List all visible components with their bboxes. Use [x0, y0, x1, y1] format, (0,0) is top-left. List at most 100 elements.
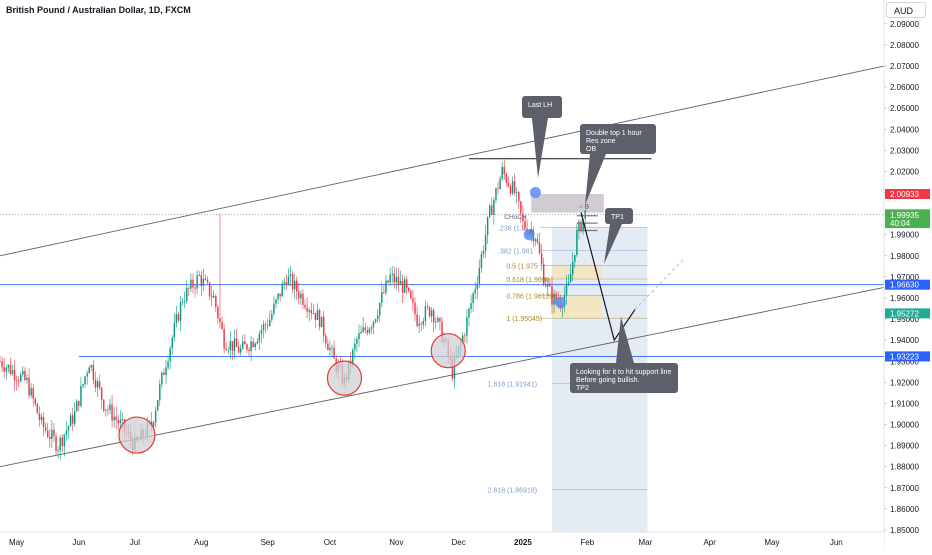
- candle-body: [395, 277, 398, 283]
- candle-body: [520, 201, 522, 214]
- y-tick-label: 1.98000: [890, 252, 919, 261]
- callout-3[interactable]: TP1: [604, 208, 633, 264]
- candle-body: [59, 437, 61, 451]
- candle-body: [354, 343, 356, 350]
- y-tick-label: 1.91000: [890, 399, 919, 408]
- callout-text: Looking for it to hit support line: [576, 369, 671, 376]
- price-badge[interactable]: 1.95272: [885, 308, 930, 319]
- candle-body: [11, 369, 14, 374]
- candle-body: [82, 383, 84, 386]
- candle-body: [256, 341, 259, 344]
- candle-body: [229, 341, 232, 350]
- candle-body: [171, 337, 173, 349]
- candle-body: [470, 303, 472, 309]
- candle-body: [173, 323, 176, 338]
- y-tick-label: 1.94000: [890, 336, 919, 345]
- candle-body: [320, 316, 323, 328]
- candle-body: [291, 274, 294, 290]
- price-badge[interactable]: 1.99935: [885, 210, 930, 221]
- candle-body: [561, 306, 564, 309]
- candle-body: [542, 264, 545, 285]
- candle-body: [32, 387, 34, 399]
- candle-body: [491, 205, 493, 215]
- candle-body: [578, 221, 580, 231]
- y-tick-label: 1.93000: [890, 357, 919, 366]
- candle-body: [202, 278, 205, 286]
- price-badge[interactable]: 2.00933: [885, 189, 930, 200]
- candle-body: [181, 301, 184, 303]
- candle-body: [213, 296, 215, 298]
- candle-body: [115, 416, 117, 420]
- candle-body: [403, 279, 406, 293]
- channel-upper-line[interactable]: [0, 65, 885, 257]
- x-tick-label: Jun: [830, 538, 843, 547]
- candle-body: [322, 316, 325, 336]
- price-badge-bg: [885, 308, 930, 319]
- candle-body: [47, 430, 49, 437]
- candle-body: [480, 253, 483, 268]
- candle-body: [271, 313, 273, 320]
- price-badge-bg: [885, 218, 930, 229]
- candle-body: [260, 330, 263, 334]
- swing-low-circle[interactable]: [326, 360, 363, 396]
- candle-body: [304, 304, 306, 308]
- swing-low-circle[interactable]: [118, 416, 156, 454]
- candle-body: [437, 318, 439, 322]
- candle-body: [482, 250, 485, 254]
- candle-body: [567, 282, 570, 284]
- candle-body: [49, 436, 51, 439]
- price-badge-label: 1.95272: [890, 309, 919, 318]
- price-badge[interactable]: 1.93223: [885, 351, 930, 362]
- candle-body: [511, 181, 514, 194]
- price-badge[interactable]: 40:04: [885, 218, 930, 229]
- candle-body: [264, 324, 267, 325]
- x-tick-label: Apr: [703, 538, 716, 547]
- candle-body: [368, 328, 371, 333]
- callout-1[interactable]: Last LH: [522, 96, 562, 178]
- candle-body: [283, 282, 286, 284]
- candle-body: [44, 427, 47, 431]
- choch-label: CHoCH: [504, 214, 527, 221]
- candle-body: [175, 314, 178, 324]
- candle-body: [179, 302, 182, 321]
- candle-body: [94, 379, 97, 388]
- x-tick-label: Aug: [194, 538, 208, 547]
- callout-box: [580, 124, 656, 154]
- candle-body: [119, 419, 122, 424]
- candle-body: [555, 293, 557, 301]
- candle-body: [152, 422, 155, 426]
- candle-body: [430, 310, 433, 317]
- marker-dot[interactable]: [523, 229, 535, 241]
- candle-body: [90, 365, 93, 368]
- candle-body: [192, 279, 194, 288]
- fib-band-0618: [551, 265, 602, 280]
- projection-path: [580, 212, 636, 342]
- candle-body: [472, 293, 474, 304]
- candle-body: [534, 238, 537, 242]
- candle-body: [358, 333, 360, 340]
- candle-body: [298, 291, 300, 299]
- candle-body: [252, 341, 254, 348]
- candle-body: [312, 312, 315, 314]
- x-tick-label: May: [9, 538, 24, 547]
- candle-body: [194, 287, 196, 289]
- x-tick-label: Mar: [638, 538, 652, 547]
- candle-body: [198, 275, 200, 276]
- currency-selector-button[interactable]: AUD: [886, 2, 926, 18]
- swing-low-circle[interactable]: [430, 333, 466, 369]
- candle-body: [73, 411, 76, 424]
- candle-body: [26, 377, 28, 380]
- callout-4[interactable]: Looking for it to hit support lineBefore…: [570, 317, 678, 393]
- price-badge[interactable]: 1.96630: [885, 279, 930, 290]
- candle-body: [316, 310, 319, 320]
- callout-text: Res zone: [586, 138, 616, 145]
- y-tick-label: 2.02000: [890, 167, 919, 176]
- marker-dot[interactable]: [529, 187, 541, 199]
- candle-body: [210, 296, 213, 298]
- candle-body: [306, 307, 308, 312]
- marker-dot[interactable]: [554, 296, 566, 308]
- candle-body: [235, 338, 238, 347]
